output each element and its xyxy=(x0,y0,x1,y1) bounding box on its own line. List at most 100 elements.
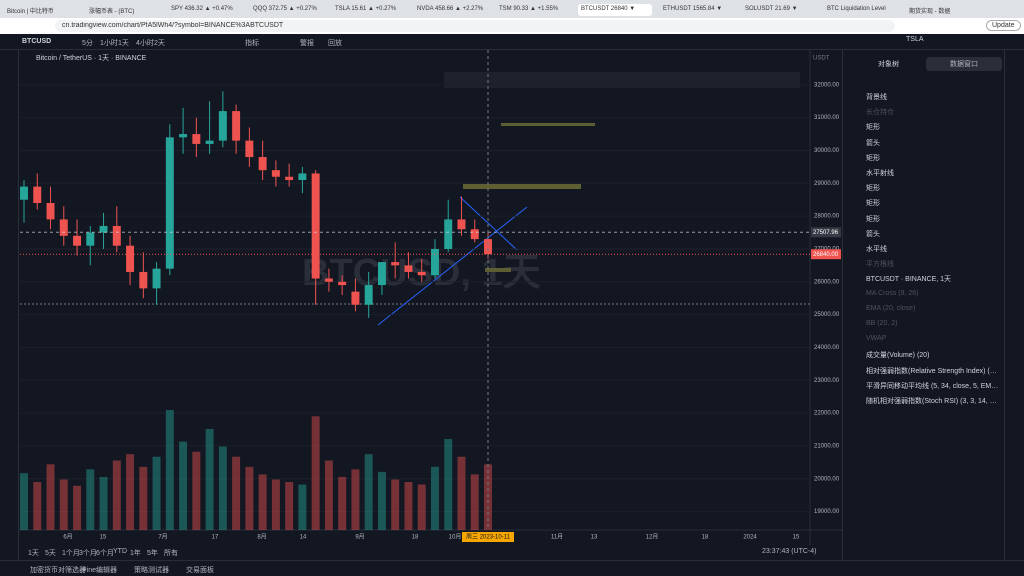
interval-button[interactable]: 1天 xyxy=(118,40,129,47)
object-tree-item[interactable]: 矩形 xyxy=(866,154,880,162)
x-tick-label: 2024 xyxy=(743,535,757,541)
candle-body xyxy=(126,245,135,272)
object-tree-item[interactable]: 矩形 xyxy=(866,200,880,208)
range-button[interactable]: 3个月 xyxy=(79,550,97,557)
volume-bar xyxy=(324,460,333,530)
range-button[interactable]: 6个月 xyxy=(96,550,114,557)
candle-body xyxy=(298,173,307,181)
object-tree-item[interactable]: 平滑异同移动平均线 (5, 34, close, 5, EMA, EMA) xyxy=(866,382,1000,390)
object-tree-item[interactable]: BTCUSDT · BINANCE, 1天 xyxy=(866,276,952,284)
candle-body xyxy=(258,157,267,171)
panel-tab[interactable]: Pine编辑器 xyxy=(82,567,118,574)
object-tree-item[interactable]: 箭头 xyxy=(866,230,880,238)
browser-tab[interactable]: ETHUSDT 1565.84 ▼ xyxy=(663,6,723,12)
volume-bar xyxy=(218,446,227,530)
y-tick-label: 29000.00 xyxy=(814,181,840,187)
browser-tab[interactable]: TSLA 15.61 ▲ +0.27% xyxy=(335,6,397,12)
panel-tab[interactable]: 加密货币对筛选器 xyxy=(30,567,86,574)
right-toolbar xyxy=(1004,50,1024,560)
y-tick-label: 28000.00 xyxy=(814,214,840,220)
tab-bar xyxy=(0,0,1024,18)
crosshair-price-label: 27507.96 xyxy=(813,230,839,236)
object-tree-item[interactable]: EMA (20, close) xyxy=(866,304,916,312)
range-button[interactable]: 1个月 xyxy=(62,550,80,557)
browser-tab[interactable]: BTC Liquidation Level xyxy=(827,6,886,12)
candle-body xyxy=(73,235,82,246)
y-tick-label: 21000.00 xyxy=(814,444,840,450)
object-tree-item[interactable]: 背景线 xyxy=(866,94,887,101)
crosshair-date-box xyxy=(462,532,514,542)
object-tree-item[interactable]: 水平线 xyxy=(866,246,887,253)
y-tick-label: 19000.00 xyxy=(814,509,840,515)
candle-body xyxy=(112,225,121,246)
x-tick-label: 18 xyxy=(702,535,709,541)
browser-tab[interactable]: 期货实现 - 数据 xyxy=(909,9,951,15)
crosshair-date-label: 周三 2023-10-11 xyxy=(466,534,511,541)
range-button[interactable]: 所有 xyxy=(164,550,178,557)
browser-tab[interactable]: QQQ 372.75 ▲ +0.27% xyxy=(253,6,317,12)
object-tree-item[interactable]: 矩形 xyxy=(866,215,880,223)
interval-button[interactable]: 5分 xyxy=(82,40,93,47)
object-tree-item[interactable]: 矩形 xyxy=(866,185,880,193)
x-tick-label: 12月 xyxy=(646,534,659,541)
clock: 23:37:43 (UTC-4) xyxy=(762,548,817,555)
range-button[interactable]: 5天 xyxy=(45,550,56,557)
panel-tab[interactable]: 对象树 xyxy=(878,61,899,68)
update-button[interactable]: Update xyxy=(986,20,1021,31)
panel-tab[interactable]: 数据窗口 xyxy=(926,57,1002,71)
replay-button[interactable]: 回放 xyxy=(328,40,342,47)
alerts-button[interactable]: 警报 xyxy=(300,40,314,47)
object-tree-item[interactable]: 水平射线 xyxy=(866,170,894,177)
layout-name[interactable]: TSLA xyxy=(906,36,924,43)
volume-bar xyxy=(351,469,360,530)
crosshair-price-box xyxy=(811,227,841,238)
candle-body xyxy=(377,262,386,286)
object-tree-item[interactable]: 相对强弱指数(Relative Strength Index) (14, clo… xyxy=(866,367,1000,375)
volume-bar xyxy=(205,428,214,530)
object-tree-item[interactable]: 长仓持仓 xyxy=(866,109,894,117)
panel-tab[interactable]: 交易面板 xyxy=(186,567,214,574)
object-tree-item[interactable]: 成交量(Volume) (20) xyxy=(866,352,930,360)
x-tick-label: 6月 xyxy=(63,534,72,541)
y-tick-label: 30000.00 xyxy=(814,148,840,154)
interval-button[interactable]: 1小时 xyxy=(100,40,118,47)
interval-button[interactable]: 4小时 xyxy=(136,40,154,47)
browser-tab[interactable]: SOLUSDT 21.69 ▼ xyxy=(745,6,798,12)
trend-line xyxy=(459,196,518,251)
object-tree-item[interactable]: 平方根线 xyxy=(866,261,894,269)
object-tree-item[interactable]: MA Cross (9, 26) xyxy=(866,289,919,297)
range-button[interactable]: 1年 xyxy=(130,550,141,557)
object-tree-item[interactable]: 随机相对强弱指数(Stoch RSI) (3, 3, 14, 14, close… xyxy=(866,398,1000,405)
browser-tab[interactable]: Bitcoin | 中比特币 xyxy=(7,9,54,15)
candle-body xyxy=(179,134,188,138)
object-tree-item[interactable]: 矩形 xyxy=(866,124,880,132)
object-tree-item[interactable]: BB (20, 2) xyxy=(866,320,898,327)
symbol[interactable]: BTCUSD xyxy=(22,38,52,45)
candle-body xyxy=(86,232,95,246)
volume-bar xyxy=(179,441,188,530)
rectangle-drawing xyxy=(501,123,595,126)
candle-body xyxy=(165,137,174,269)
browser-tab[interactable]: TSM 90.33 ▲ +1.55% xyxy=(499,6,559,12)
object-tree-item[interactable]: 箭头 xyxy=(866,139,880,147)
candle-body xyxy=(470,229,479,240)
x-tick-label: 9月 xyxy=(355,534,364,541)
x-tick-label: 17 xyxy=(212,535,219,541)
range-button[interactable]: YTD xyxy=(113,548,127,555)
browser-tab[interactable]: 涨幅币表 - (BTC) xyxy=(89,9,135,15)
trend-line xyxy=(377,206,528,326)
browser-tab[interactable]: NVDA 458.66 ▲ +2.27% xyxy=(417,6,484,12)
indicators-button[interactable]: 指标 xyxy=(245,40,259,47)
range-button[interactable]: 1天 xyxy=(28,550,39,557)
interval-button[interactable]: 2天 xyxy=(154,40,165,47)
range-button[interactable]: 5年 xyxy=(147,550,158,557)
candle-body xyxy=(271,170,280,177)
browser-tab[interactable]: SPY 436.32 ▲ +0.47% xyxy=(171,6,233,12)
volume-bar xyxy=(391,479,400,530)
panel-tab[interactable]: 策略测试器 xyxy=(134,567,169,574)
drawing-toolbar[interactable] xyxy=(444,72,800,88)
url-field[interactable] xyxy=(55,20,895,32)
browser-tab[interactable]: BTCUSDT 26840 ▼ xyxy=(578,4,652,16)
volume-bar xyxy=(364,454,373,530)
object-tree-item[interactable]: VWAP xyxy=(866,335,887,343)
